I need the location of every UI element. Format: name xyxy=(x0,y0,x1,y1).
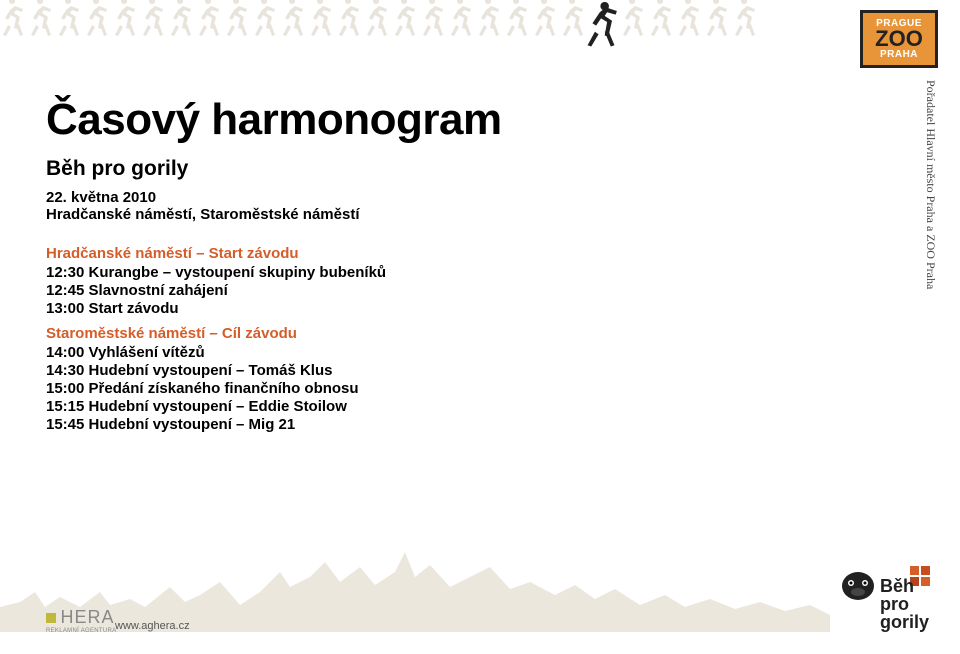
hera-box-icon xyxy=(46,613,56,623)
hera-tagline: REKLAMNÍ AGENTURA xyxy=(46,628,116,634)
runner-dark-icon xyxy=(580,0,622,55)
schedule-line: 14:00 Vyhlášení vítězů xyxy=(46,344,606,361)
schedule-line: 15:45 Hudební vystoupení – Mig 21 xyxy=(46,416,606,433)
beh-l2: pro xyxy=(880,594,909,614)
section2-heading: Staroměstské náměstí – Cíl závodu xyxy=(46,325,606,342)
hera-name: HERA xyxy=(60,607,114,628)
schedule-line: 13:00 Start závodu xyxy=(46,300,606,317)
beh-l3: gorily xyxy=(880,612,929,632)
schedule-line: 15:15 Hudební vystoupení – Eddie Stoilow xyxy=(46,398,606,415)
section1-heading: Hradčanské náměstí – Start závodu xyxy=(46,245,606,262)
zoo-line2: ZOO xyxy=(875,29,923,49)
prague-zoo-logo: PRAGUE ZOO PRAHA xyxy=(860,10,938,68)
beh-l1: Běh xyxy=(880,576,914,596)
date-location: 22. května 2010 Hradčanské náměstí, Star… xyxy=(46,189,606,223)
main-content: Časový harmonogram Běh pro gorily 22. kv… xyxy=(46,95,606,434)
runners-decoration xyxy=(0,0,760,55)
page-subtitle: Běh pro gorily xyxy=(46,157,606,181)
skyline-decoration xyxy=(0,537,830,632)
schedule-line: 14:30 Hudební vystoupení – Tomáš Klus xyxy=(46,362,606,379)
organizer-vertical-text: Pořadatel Hlavní město Praha a ZOO Praha xyxy=(920,80,938,360)
schedule-line: 12:45 Slavnostní zahájení xyxy=(46,282,606,299)
schedule-line: 12:30 Kurangbe – vystoupení skupiny bube… xyxy=(46,264,606,281)
beh-pro-gorily-logo: Běh pro gorily xyxy=(838,564,938,639)
zoo-line3: PRAHA xyxy=(880,49,918,60)
schedule-line: 15:00 Předání získaného finančního obnos… xyxy=(46,380,606,397)
website-url: www.aghera.cz xyxy=(115,620,190,632)
hera-logo: HERA REKLAMNÍ AGENTURA xyxy=(46,607,116,634)
page-title: Časový harmonogram xyxy=(46,95,606,145)
